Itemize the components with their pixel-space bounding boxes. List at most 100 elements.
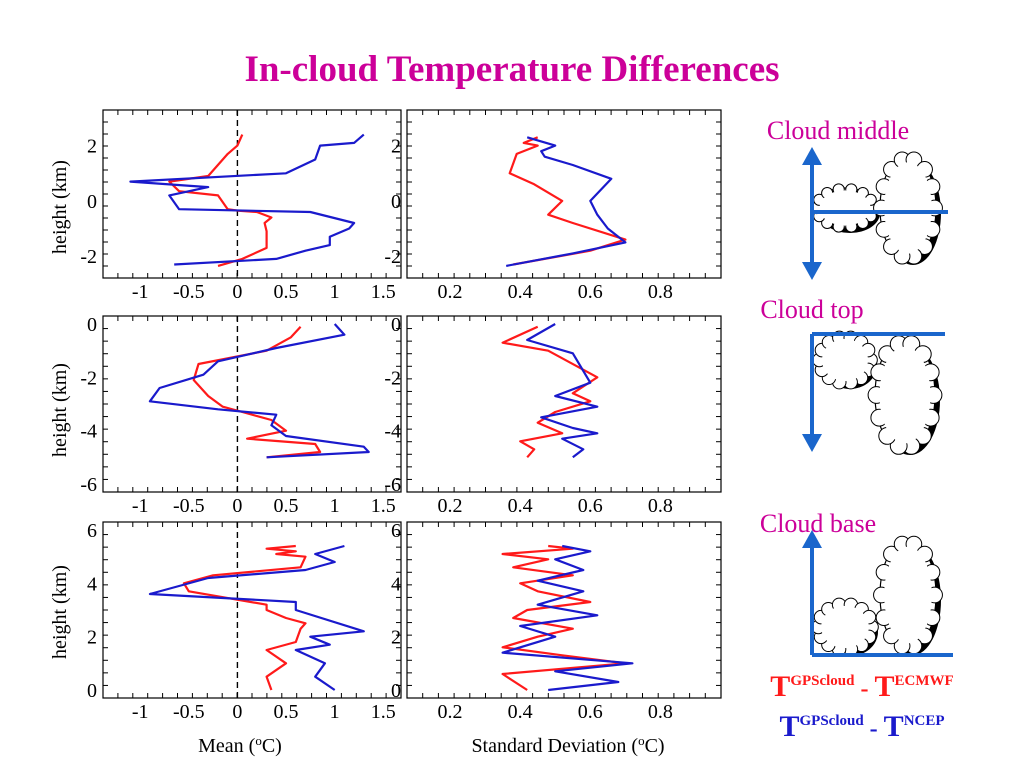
series-line	[508, 136, 627, 266]
series-line	[501, 544, 634, 692]
panel-cloud-top-sd: 0.2 0.4 0.6 0.8 0 -2 -4 -6	[384, 314, 722, 517]
chart-panels: -1 -0.5 0 0.5 1 1.5 -2 0 2 0.2 0.4 0.6 0.8 -2 0 2 -1 -0.5…	[80, 109, 722, 723]
x-tick-label: 0.4	[508, 281, 533, 303]
y-tick-label: 0	[391, 680, 401, 702]
arrow-head	[802, 262, 822, 280]
x-tick-label: 0	[232, 281, 242, 303]
cloud-icon	[812, 330, 878, 390]
x-axis-label-mean-sup: o	[255, 733, 262, 748]
legend-entry-ncep: TGPScloud - TNCEP	[779, 710, 944, 743]
series-line	[148, 544, 365, 691]
series-line	[505, 136, 627, 267]
y-tick-label: 2	[391, 627, 401, 649]
cloud-icon	[867, 335, 943, 455]
cloud-diagrams: Cloud middle Cloud top Cloud base	[760, 116, 953, 657]
x-tick-label: 0.6	[578, 495, 603, 517]
y-tick-label: -2	[80, 246, 97, 268]
x-tick-label: 0.2	[438, 701, 463, 723]
x-tick-label: 1.5	[371, 495, 396, 517]
x-axis-label-mean-unit: C)	[262, 735, 282, 757]
plot-frame	[406, 109, 722, 279]
x-tick-label: 0.8	[648, 701, 673, 723]
y-tick-label: -6	[384, 474, 401, 496]
plot-frame	[406, 315, 722, 493]
y-tick-label: 4	[87, 573, 97, 595]
y-tick-label: -6	[80, 474, 97, 496]
series-line	[168, 134, 273, 267]
y-tick-label: -4	[384, 421, 401, 443]
cloud-top-label: Cloud top	[760, 295, 863, 324]
x-tick-label: 1	[330, 281, 340, 303]
arrow-head	[802, 147, 822, 165]
x-tick-label: -0.5	[173, 281, 205, 303]
y-axis-label-top: height (km)	[49, 160, 71, 254]
x-tick-label: 0.6	[578, 281, 603, 303]
page-title: In-cloud Temperature Differences	[244, 49, 780, 90]
y-tick-label: 2	[87, 136, 97, 158]
arrow-head	[802, 530, 822, 548]
diagram-cloud-top: Cloud top	[760, 295, 945, 455]
y-tick-label: 0	[87, 314, 97, 336]
x-tick-label: -0.5	[173, 701, 205, 723]
y-tick-label: -4	[80, 421, 97, 443]
x-tick-label: 0.8	[648, 281, 673, 303]
x-tick-label: 0.5	[274, 281, 299, 303]
cloud-middle-label: Cloud middle	[767, 116, 909, 145]
panel-cloud-top-mean: -1 -0.5 0 0.5 1 1.5 0 -2 -4 -6	[80, 314, 402, 517]
y-tick-label: 0	[391, 191, 401, 213]
x-axis-label-mean: Mean (oC)	[198, 733, 282, 757]
plot-frame	[102, 109, 402, 279]
cloud-icon	[873, 535, 943, 655]
x-tick-label: 0.8	[648, 495, 673, 517]
y-tick-label: -2	[384, 367, 401, 389]
x-tick-label: 1	[330, 495, 340, 517]
cloud-base-label: Cloud base	[760, 509, 876, 538]
y-tick-label: 2	[391, 136, 401, 158]
x-tick-label: 0.6	[578, 701, 603, 723]
x-tick-label: -1	[132, 281, 149, 303]
panel-cloud-middle-mean: -1 -0.5 0 0.5 1 1.5 -2 0 2	[80, 109, 402, 303]
x-tick-label: 1.5	[371, 281, 396, 303]
y-tick-label: -2	[384, 246, 401, 268]
y-tick-label: 0	[391, 314, 401, 336]
x-axis-label-sd: Standard Deviation (oC)	[471, 733, 664, 757]
arrow-head	[802, 434, 822, 452]
y-tick-label: 6	[87, 520, 97, 542]
x-tick-label: 0.5	[274, 701, 299, 723]
x-tick-label: 1	[330, 701, 340, 723]
x-tick-label: 0.4	[508, 701, 533, 723]
y-tick-label: 6	[391, 520, 401, 542]
x-tick-label: -1	[132, 495, 149, 517]
y-axis-label-middle: height (km)	[49, 363, 71, 457]
x-tick-label: 1.5	[371, 701, 396, 723]
x-tick-label: 0	[232, 495, 242, 517]
x-tick-label: 0.2	[438, 495, 463, 517]
legend-entry-ecmwf: TGPScloud - TECMWF	[770, 670, 953, 703]
legend: TGPScloud - TECMWF TGPScloud - TNCEP	[770, 670, 953, 743]
y-tick-label: 2	[87, 627, 97, 649]
series-line	[501, 325, 599, 459]
x-tick-label: -0.5	[173, 495, 205, 517]
x-tick-label: 0.2	[438, 281, 463, 303]
plot-frame	[102, 315, 402, 493]
y-axis-label-bottom: height (km)	[49, 565, 71, 659]
series-line	[182, 544, 307, 691]
y-tick-label: 4	[391, 573, 401, 595]
series-line	[129, 133, 365, 266]
x-tick-label: 0	[232, 701, 242, 723]
y-tick-label: 0	[87, 191, 97, 213]
cloud-icon	[810, 183, 880, 233]
plot-frame	[102, 521, 402, 699]
cloud-icon	[811, 597, 879, 657]
x-axis-label-mean-main: Mean (	[198, 735, 256, 757]
x-tick-label: 0.4	[508, 495, 533, 517]
series-line	[148, 323, 370, 459]
panel-cloud-base-sd: 0.2 0.4 0.6 0.8 0 2 4 6	[391, 520, 722, 723]
cloud-icon	[873, 151, 943, 265]
diagram-cloud-base: Cloud base	[760, 509, 953, 657]
series-line	[526, 323, 599, 459]
y-tick-label: 0	[87, 680, 97, 702]
y-tick-label: -2	[80, 367, 97, 389]
